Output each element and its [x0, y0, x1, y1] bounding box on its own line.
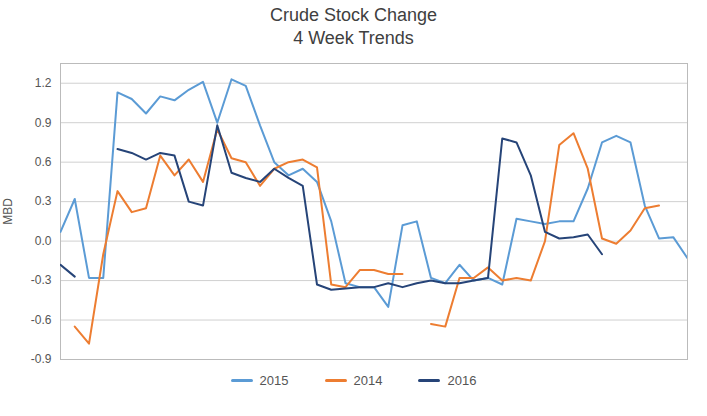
svg-text:-0.9: -0.9	[31, 352, 52, 366]
html-text:Crude Stock Change 4 Week Tren: Crude Stock Change 4 Week Trends	[269, 5, 437, 49]
html-text:2016: 2016	[447, 372, 477, 388]
svg-text:0.0: 0.0	[35, 234, 52, 248]
svg-text:MBD: MBD	[1, 198, 15, 225]
svg-text:-0.3: -0.3	[31, 273, 52, 287]
svg-text:-0.6: -0.6	[31, 313, 52, 327]
svg-text:0.6: 0.6	[35, 155, 52, 169]
svg-text:0.9: 0.9	[35, 115, 52, 129]
svg-text:1.2: 1.2	[35, 76, 52, 90]
html-text:2015: 2015	[259, 372, 289, 388]
svg-text:0.3: 0.3	[35, 194, 52, 208]
html-text:2014: 2014	[353, 372, 383, 388]
